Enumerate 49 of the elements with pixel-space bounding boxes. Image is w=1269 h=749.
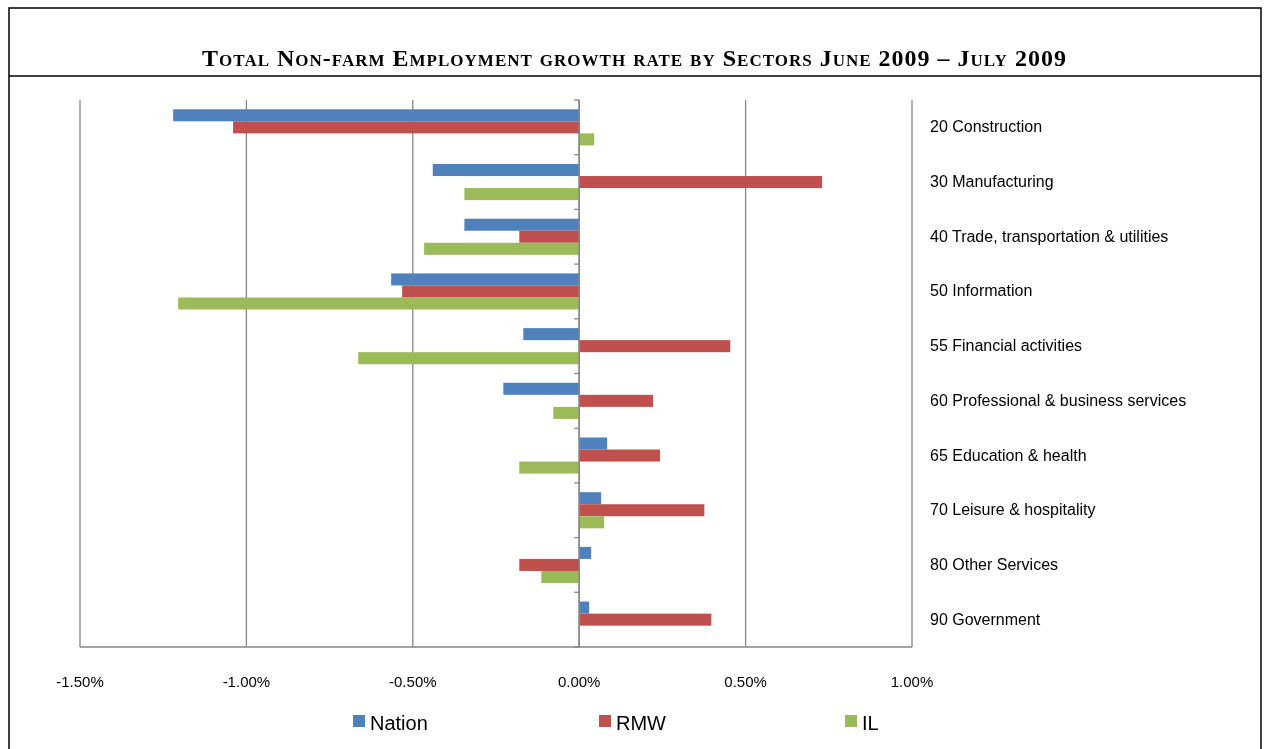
bar bbox=[358, 352, 580, 365]
y-tick-label: 90 Government bbox=[930, 610, 1041, 628]
bar bbox=[579, 516, 605, 529]
bar bbox=[464, 218, 580, 231]
x-tick-label: 0.00% bbox=[557, 673, 601, 690]
chart-title: Total Non-farm Employment growth rate by Sectors June 2009 – July 2009 bbox=[202, 45, 1067, 71]
bar bbox=[579, 176, 823, 189]
bar bbox=[173, 109, 580, 122]
bar bbox=[432, 164, 580, 177]
bar bbox=[579, 340, 731, 353]
bar bbox=[391, 273, 580, 286]
y-tick-label: 60 Professional & business services bbox=[930, 391, 1187, 409]
bar bbox=[464, 188, 580, 201]
y-tick-label: 65 Education & health bbox=[930, 446, 1087, 464]
bar bbox=[579, 492, 602, 505]
bar bbox=[519, 558, 580, 571]
bar bbox=[233, 121, 580, 134]
bar bbox=[579, 449, 661, 462]
bar bbox=[523, 328, 580, 341]
x-tick-label: -1.00% bbox=[222, 673, 271, 690]
x-tick-label: -1.50% bbox=[56, 673, 104, 690]
bar bbox=[553, 406, 580, 419]
x-tick-label: 1.00% bbox=[890, 673, 934, 690]
y-tick-label: 70 Leisure & hospitality bbox=[930, 501, 1096, 519]
bar bbox=[579, 437, 608, 450]
y-tick-label: 30 Manufacturing bbox=[930, 173, 1054, 191]
bar bbox=[519, 230, 580, 243]
y-tick-label: 40 Trade, transportation & utilities bbox=[930, 227, 1169, 245]
legend-label: Nation bbox=[370, 712, 428, 734]
bar bbox=[541, 570, 580, 583]
bar bbox=[519, 461, 580, 474]
bar bbox=[579, 613, 712, 626]
x-tick-label: 0.50% bbox=[724, 673, 767, 690]
bar bbox=[579, 601, 590, 614]
bar bbox=[579, 133, 595, 146]
y-tick-label: 50 Information bbox=[930, 282, 1033, 300]
legend-label: RMW bbox=[616, 712, 667, 734]
y-tick-label: 80 Other Services bbox=[930, 555, 1059, 573]
y-tick-label: 55 Financial activities bbox=[930, 337, 1083, 355]
bar bbox=[178, 297, 580, 310]
bar bbox=[503, 382, 580, 395]
bar bbox=[424, 242, 580, 255]
legend-label: IL bbox=[862, 712, 879, 734]
bar bbox=[579, 504, 705, 517]
bar bbox=[402, 285, 580, 298]
y-tick-label: 20 Construction bbox=[930, 118, 1043, 136]
x-tick-label: -0.50% bbox=[389, 673, 437, 690]
bar bbox=[579, 394, 654, 407]
bar bbox=[579, 546, 592, 559]
